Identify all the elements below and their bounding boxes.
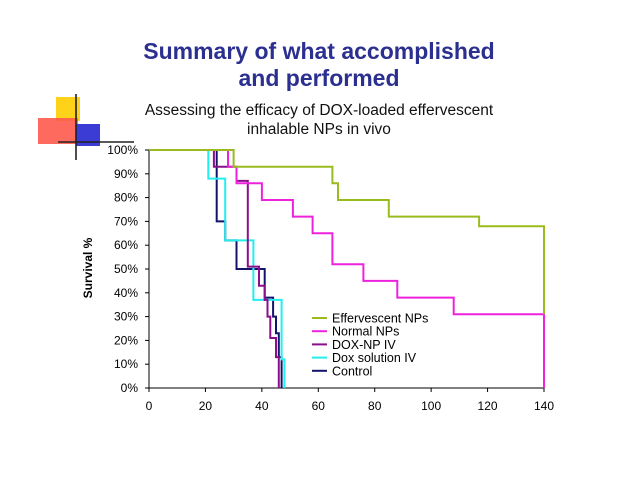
series-line-dox-np-iv	[149, 149, 280, 388]
x-tick-label: 0	[146, 399, 153, 413]
x-tick-label: 120	[478, 399, 498, 413]
series-line-normal-nps	[149, 149, 545, 388]
y-tick-label: 40%	[114, 286, 138, 300]
x-tick-label: 60	[312, 399, 326, 413]
x-tick-label: 20	[199, 399, 213, 413]
series-line-dox-solution-iv	[149, 149, 286, 388]
y-tick-label: 20%	[114, 333, 138, 347]
legend-label: Control	[332, 364, 372, 378]
chart-series	[149, 149, 545, 388]
chart-subtitle-line-2: inhalable NPs in vivo	[247, 121, 391, 138]
y-tick-label: 0%	[121, 381, 139, 395]
slide-title-line-1: Summary of what accomplished	[143, 38, 495, 64]
legend-label: DOX-NP IV	[332, 338, 396, 352]
y-axis-label: Survival %	[81, 237, 95, 298]
y-tick-label: 70%	[114, 214, 138, 228]
y-tick-label: 100%	[107, 143, 138, 157]
legend-label: Dox solution IV	[332, 351, 417, 365]
logo-blue-square	[76, 124, 100, 146]
x-tick-label: 80	[368, 399, 382, 413]
legend-label: Normal NPs	[332, 325, 399, 339]
x-tick-label: 140	[534, 399, 554, 413]
y-tick-label: 60%	[114, 238, 138, 252]
y-tick-label: 10%	[114, 357, 138, 371]
y-tick-label: 30%	[114, 310, 138, 324]
decorative-squares-logo	[38, 94, 134, 160]
x-axis-ticks: 0 20 40 60 80 100 120 140	[146, 388, 554, 413]
series-line-effervescent-nps	[149, 149, 545, 315]
y-tick-label: 90%	[114, 167, 138, 181]
chart-subtitle-line-1: Assessing the efficacy of DOX-loaded eff…	[144, 102, 494, 119]
y-tick-label: 80%	[114, 191, 138, 205]
logo-red-square	[38, 118, 78, 144]
x-tick-label: 40	[255, 399, 269, 413]
y-axis-ticks: 0% 10% 20% 30% 40% 50% 60% 70% 80% 90% 100%	[107, 143, 149, 395]
y-tick-label: 50%	[114, 262, 138, 276]
legend-label: Effervescent NPs	[332, 312, 428, 326]
slide-title-line-2: and performed	[238, 65, 400, 91]
x-tick-label: 100	[421, 399, 441, 413]
